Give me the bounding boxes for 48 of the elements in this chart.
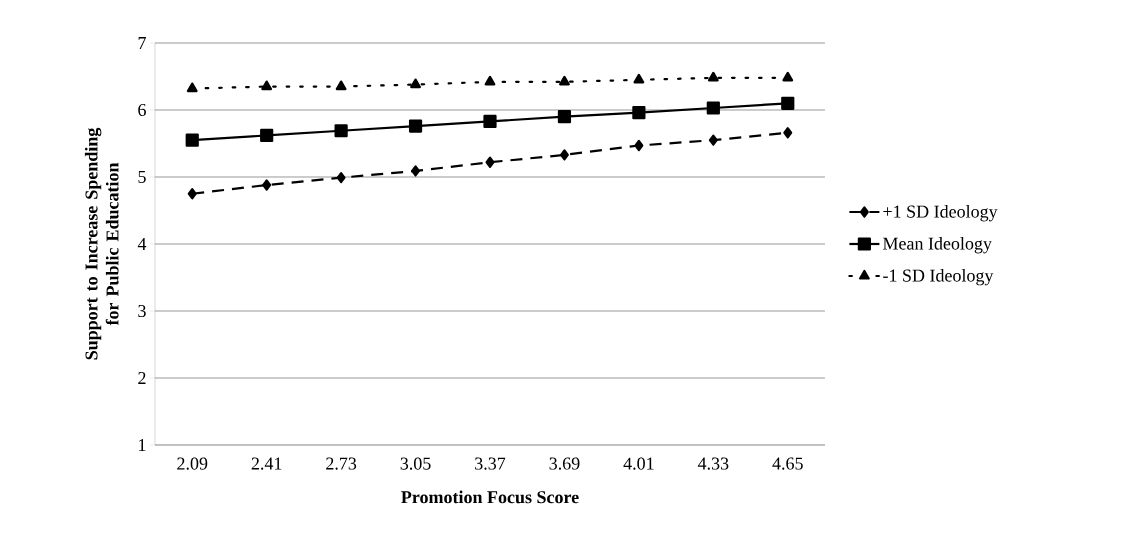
y-tick-label: 1 — [139, 439, 146, 451]
x-tick-label: 4.65 — [772, 457, 803, 470]
point — [783, 127, 793, 139]
point — [186, 82, 198, 93]
x-tick-label: 3.37 — [475, 457, 506, 470]
y-tick-label: 2 — [138, 372, 146, 384]
y-tick-label: 5 — [138, 171, 146, 183]
legend-label: -1 SD Ideology — [883, 268, 994, 286]
point — [559, 75, 570, 86]
point — [706, 101, 720, 115]
point — [408, 119, 423, 133]
point — [187, 188, 197, 200]
point — [185, 133, 199, 147]
point — [782, 71, 794, 82]
point — [485, 156, 495, 168]
x-tick-label: 2.09 — [177, 457, 208, 470]
point — [484, 75, 496, 86]
y-tick-label: 7 — [138, 37, 146, 49]
point — [707, 71, 719, 82]
point — [557, 110, 572, 124]
legend-label: +1 SD Ideology — [883, 205, 998, 222]
point — [781, 96, 795, 110]
x-tick-label: 3.05 — [400, 457, 431, 470]
x-tick-label: 2.73 — [326, 457, 357, 470]
point — [483, 114, 497, 128]
point — [410, 78, 421, 89]
y-axis-title: Support to Increase Spending for Public Education — [84, 127, 119, 360]
point — [708, 134, 718, 146]
y-tick-label: 3 — [138, 304, 146, 318]
point — [334, 124, 348, 138]
point — [260, 128, 274, 143]
x-tick-label: 4.33 — [697, 457, 729, 470]
point — [632, 106, 646, 120]
y-tick-label: 6 — [138, 103, 146, 117]
point — [411, 165, 421, 177]
point — [559, 149, 569, 161]
point — [634, 139, 644, 152]
point — [261, 80, 273, 91]
point — [335, 80, 347, 91]
point — [633, 73, 645, 84]
y-tick-label: 4 — [137, 238, 147, 250]
x-tick-label: 2.41 — [251, 457, 282, 470]
x-axis-title: Promotion Focus Score — [401, 490, 579, 504]
x-tick-label: 3.69 — [549, 457, 580, 470]
x-tick-label: 4.01 — [623, 457, 654, 470]
legend-label: Mean Ideology — [883, 236, 992, 254]
point — [262, 179, 272, 191]
point — [336, 172, 346, 184]
